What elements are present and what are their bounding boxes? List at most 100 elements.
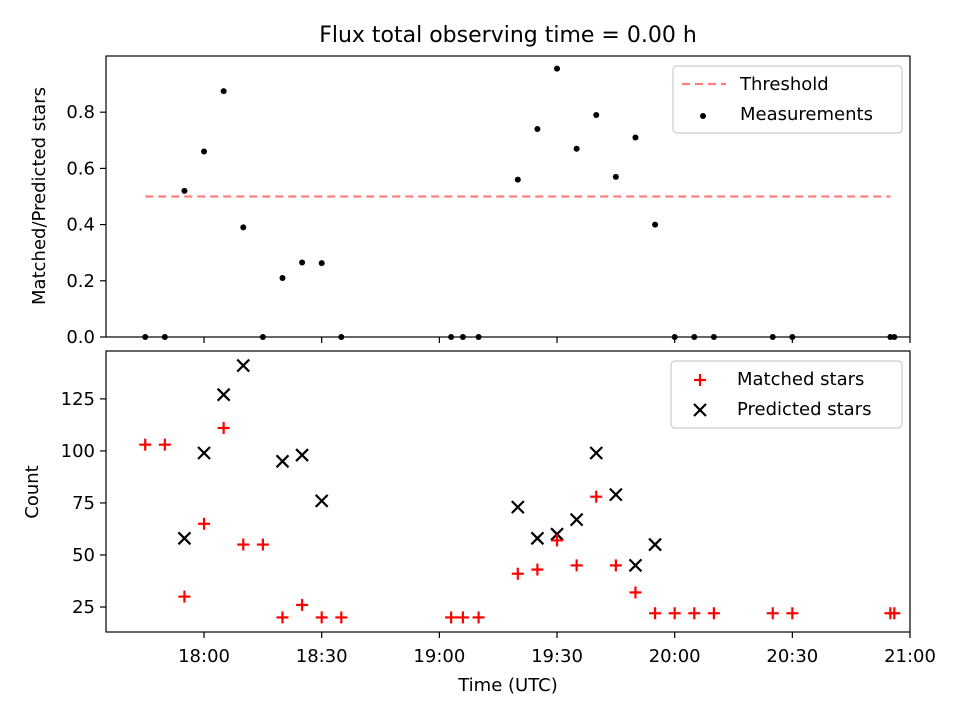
matched-point bbox=[296, 598, 309, 611]
cross-bar bbox=[216, 387, 231, 402]
y-axis-ticks: 0.0 0.2 0.4 0.6 0.8 bbox=[66, 102, 106, 348]
y-tick-label: 75 bbox=[72, 493, 95, 514]
y-tick-label: 0.0 bbox=[66, 327, 95, 348]
axes-frame bbox=[105, 55, 911, 338]
matched-point bbox=[335, 611, 348, 624]
ratio-panel: Flux total observing time = 0.00 h Match… bbox=[29, 23, 911, 348]
x-tick-label: 20:00 bbox=[649, 646, 701, 667]
legend-cross-marker bbox=[693, 403, 707, 417]
legend: Threshold Measurements bbox=[672, 65, 903, 134]
measurement-point bbox=[632, 134, 639, 141]
measurement-point bbox=[554, 65, 561, 72]
cross-bar bbox=[550, 527, 564, 541]
measurement-point bbox=[652, 221, 659, 228]
legend-measurements-label: Measurements bbox=[740, 104, 873, 125]
cross-bar bbox=[693, 403, 707, 417]
matched-point bbox=[158, 438, 171, 451]
matched-point bbox=[888, 607, 901, 620]
cross-bar bbox=[295, 448, 309, 462]
predicted-point bbox=[589, 446, 604, 460]
y-tick-label: 25 bbox=[72, 597, 95, 618]
y-axis-label: Matched/Predicted stars bbox=[29, 87, 50, 305]
matched-point bbox=[688, 607, 701, 620]
predicted-point bbox=[295, 448, 309, 462]
matched-point bbox=[315, 611, 328, 624]
legend-threshold-label: Threshold bbox=[739, 74, 829, 95]
legend-predicted-label: Predicted stars bbox=[737, 399, 871, 420]
y-tick-label: 0.8 bbox=[66, 102, 95, 123]
x-tick-label: 18:00 bbox=[178, 646, 230, 667]
matched-point bbox=[472, 611, 485, 624]
legend-plus-marker bbox=[694, 374, 706, 386]
cross-bar bbox=[609, 487, 623, 502]
x-tick-label: 19:30 bbox=[531, 646, 583, 667]
count-panel: Count Time (UTC) 25 50 75 100 125 18:00 18:30… bbox=[22, 350, 936, 696]
cross-bar bbox=[177, 531, 192, 546]
predicted-point bbox=[530, 531, 545, 546]
legend-matched-swatch bbox=[694, 374, 706, 386]
matched-point bbox=[609, 559, 622, 572]
cross-bar bbox=[530, 531, 545, 546]
cross-bar bbox=[511, 500, 525, 514]
matched-point bbox=[531, 563, 544, 576]
y-tick-label: 0.6 bbox=[66, 158, 95, 179]
cross-bar bbox=[197, 446, 211, 460]
matched-point bbox=[590, 490, 603, 503]
matched-point bbox=[511, 567, 524, 580]
cross-bar bbox=[628, 558, 643, 573]
y-tick-label: 50 bbox=[72, 545, 95, 566]
predicted-point bbox=[275, 454, 290, 469]
x-axis-ticks: 18:00 18:30 19:00 19:30 20:00 20:30 21:00 bbox=[178, 632, 936, 667]
cross-bar bbox=[648, 537, 662, 552]
predicted-point bbox=[569, 512, 584, 527]
y-axis-label: Count bbox=[22, 465, 43, 518]
y-tick-label: 100 bbox=[61, 441, 95, 462]
matched-point bbox=[629, 586, 642, 599]
measurement-point bbox=[318, 260, 325, 267]
matched-point bbox=[139, 438, 152, 451]
matched-point bbox=[766, 607, 779, 620]
measurement-point bbox=[612, 173, 619, 180]
y-tick-label: 0.4 bbox=[66, 215, 95, 236]
matched-point bbox=[570, 559, 583, 572]
predicted-point bbox=[628, 558, 643, 573]
predicted-point bbox=[511, 500, 525, 514]
cross-bar bbox=[569, 512, 584, 527]
predicted-point bbox=[236, 358, 251, 373]
matched-point bbox=[217, 422, 230, 435]
legend: Matched stars Predicted stars bbox=[670, 360, 903, 429]
measurement-point bbox=[514, 176, 521, 183]
matched-point bbox=[445, 611, 458, 624]
legend-matched-label: Matched stars bbox=[737, 369, 864, 390]
matched-point bbox=[456, 611, 469, 624]
predicted-point bbox=[197, 446, 211, 460]
chart-title: Flux total observing time = 0.00 h bbox=[319, 23, 697, 48]
cross-bar bbox=[589, 446, 604, 460]
measurement-point bbox=[299, 259, 306, 266]
legend-box bbox=[672, 65, 903, 134]
plot-area bbox=[139, 358, 901, 624]
matched-point bbox=[178, 590, 191, 603]
matched-point bbox=[649, 607, 662, 620]
legend-box bbox=[670, 360, 903, 429]
measurement-point bbox=[181, 187, 188, 194]
cross-bar bbox=[275, 454, 290, 469]
cross-bar bbox=[314, 494, 329, 508]
x-tick-label: 18:30 bbox=[296, 646, 348, 667]
y-tick-label: 0.2 bbox=[66, 271, 95, 292]
cross-bar bbox=[236, 358, 251, 373]
matched-point bbox=[786, 607, 799, 620]
matched-point bbox=[276, 611, 289, 624]
predicted-point bbox=[314, 494, 329, 508]
matched-point bbox=[707, 607, 720, 620]
legend-predicted-swatch bbox=[693, 403, 707, 417]
x-tick-label: 21:00 bbox=[884, 646, 936, 667]
y-axis-ticks: 25 50 75 100 125 bbox=[61, 389, 106, 618]
measurement-point bbox=[240, 224, 247, 231]
x-axis-label: Time (UTC) bbox=[457, 675, 558, 696]
matched-point bbox=[198, 517, 211, 530]
x-tick-label: 19:00 bbox=[413, 646, 465, 667]
predicted-point bbox=[648, 537, 662, 552]
measurement-point bbox=[573, 145, 580, 152]
